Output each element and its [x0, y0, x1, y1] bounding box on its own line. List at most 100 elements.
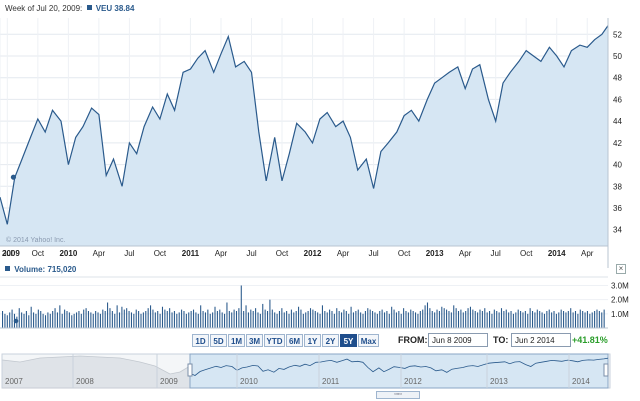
range-button-5y[interactable]: 5Y [340, 334, 357, 347]
x-tick-label: Apr [337, 249, 350, 258]
volume-bar [520, 311, 522, 328]
volume-bar [83, 309, 85, 328]
volume-bar [126, 308, 128, 328]
volume-bar [80, 313, 82, 328]
volume-bar [355, 311, 357, 328]
volume-bar [446, 309, 448, 328]
close-icon[interactable]: × [616, 264, 626, 274]
range-button-ytd[interactable]: YTD [264, 334, 285, 347]
range-button-6m[interactable]: 6M [286, 334, 303, 347]
volume-bar [329, 309, 331, 328]
navigator-handle-grip[interactable] [187, 363, 193, 377]
volume-bar [410, 309, 412, 328]
volume-bar [150, 305, 152, 328]
range-button-3m[interactable]: 3M [246, 334, 263, 347]
volume-bar [582, 311, 584, 328]
volume-bar [95, 311, 97, 328]
volume-bar [61, 313, 63, 328]
volume-bar [343, 309, 345, 328]
range-button-1d[interactable]: 1D [192, 334, 209, 347]
navigator-right-handle[interactable] [603, 360, 609, 386]
volume-bar [376, 313, 378, 328]
volume-bar [419, 311, 421, 328]
volume-bar [364, 311, 366, 328]
volume-bar [496, 311, 498, 328]
volume-bar [138, 311, 140, 328]
volume-bar [395, 312, 397, 328]
range-button-5d[interactable]: 5D [210, 334, 227, 347]
volume-bar [240, 285, 242, 328]
volume-bar [200, 305, 202, 328]
volume-bar [21, 312, 23, 328]
volume-bar [505, 309, 507, 328]
volume-bar [348, 313, 350, 328]
volume-bar [247, 312, 249, 328]
volume-bar [314, 311, 316, 328]
volume-bar [181, 309, 183, 328]
navigator-scroll-handle[interactable]: ▫▫▫ [376, 391, 420, 399]
volume-bar [71, 315, 73, 328]
volume-bar [11, 309, 13, 328]
volume-bar [469, 306, 471, 328]
range-button-max[interactable]: Max [358, 334, 379, 347]
volume-bar [54, 308, 56, 328]
volume-bar [491, 313, 493, 328]
navigator-handle-grip[interactable] [603, 363, 609, 377]
x-tick-label: Apr [459, 249, 472, 258]
range-button-1m[interactable]: 1M [228, 334, 245, 347]
volume-bar [99, 313, 101, 328]
volume-bar [114, 313, 116, 328]
volume-bar [293, 312, 295, 328]
volume-bar [52, 311, 54, 328]
volume-bar [594, 311, 596, 328]
volume-bar [417, 313, 419, 328]
volume-bar [238, 308, 240, 328]
navigator-left-handle[interactable] [188, 360, 194, 386]
range-button-1y[interactable]: 1Y [304, 334, 321, 347]
volume-bar [214, 306, 216, 328]
volume-bar [584, 312, 586, 328]
volume-bar [331, 311, 333, 328]
volume-bar [560, 309, 562, 328]
volume-bar [412, 311, 414, 328]
volume-bar [457, 311, 460, 328]
volume-bar [97, 312, 99, 328]
volume-bar [415, 312, 417, 328]
volume-bar [500, 308, 503, 328]
navigator-year-label: 2010 [240, 377, 258, 386]
volume-bar [274, 312, 276, 328]
volume-bar [517, 309, 519, 328]
volume-bar [529, 308, 531, 328]
range-button-2y[interactable]: 2Y [322, 334, 339, 347]
volume-bar [438, 311, 440, 328]
volume-bar [245, 305, 247, 328]
volume-bar [121, 306, 123, 328]
volume-bar [333, 313, 335, 328]
volume-bar [543, 313, 546, 328]
volume-bar [281, 308, 283, 328]
to-date-input[interactable] [511, 333, 571, 347]
volume-bar [44, 315, 47, 328]
volume-bar [309, 308, 312, 328]
volume-bar [290, 309, 292, 328]
volume-bar [510, 311, 512, 328]
volume-bar [107, 302, 109, 328]
volume-bar [226, 302, 228, 328]
volume-bar [603, 309, 605, 328]
volume-bar [436, 309, 438, 328]
volume-bar [219, 309, 221, 328]
volume-bar [173, 311, 175, 328]
volume-bar [601, 312, 603, 328]
highlight-point[interactable] [10, 174, 17, 180]
volume-bar [548, 309, 550, 328]
volume-bar [145, 311, 147, 328]
volume-bar [47, 312, 49, 328]
volume-bar [185, 313, 187, 328]
volume-bar [541, 312, 543, 328]
volume-bar [503, 311, 505, 328]
from-date-input[interactable] [428, 333, 488, 347]
volume-bar [546, 311, 548, 328]
volume-bar [76, 312, 78, 328]
week-label: Week of Jul 20, 2009: [5, 4, 83, 13]
volume-bar [192, 309, 195, 328]
